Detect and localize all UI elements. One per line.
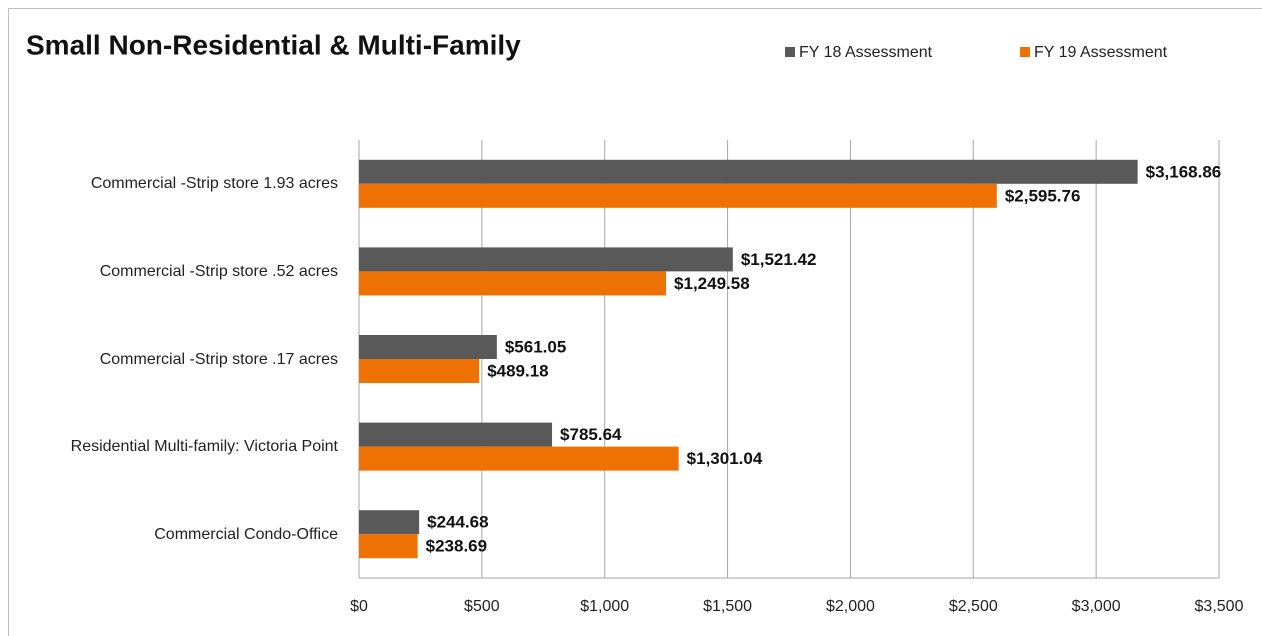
y-tick-label: Commercial -Strip store 1.93 acres bbox=[20, 144, 338, 224]
bar bbox=[359, 159, 1138, 184]
chart-title: Small Non-Residential & Multi-Family bbox=[26, 29, 521, 60]
data-label: $3,168.86 bbox=[1146, 162, 1222, 181]
y-tick-label: Commercial -Strip store .52 acres bbox=[20, 231, 338, 311]
bar bbox=[359, 446, 679, 471]
bar bbox=[359, 247, 733, 272]
y-tick-label: Commercial Condo-Office bbox=[20, 494, 338, 574]
x-tick-label: $2,000 bbox=[826, 598, 875, 615]
x-tick-label: $1,000 bbox=[580, 598, 629, 615]
y-tick-label: Residential Multi-family: Victoria Point bbox=[20, 407, 338, 487]
data-label: $1,301.04 bbox=[687, 449, 763, 468]
data-label: $561.05 bbox=[505, 337, 566, 356]
legend-label: FY 19 Assessment bbox=[1034, 44, 1168, 61]
bar bbox=[359, 335, 497, 359]
category-text: Commercial -Strip store .17 acres bbox=[99, 350, 338, 368]
legend-swatch bbox=[1020, 47, 1030, 57]
bar bbox=[359, 510, 420, 535]
category-text: Residential Multi-family: Victoria Point bbox=[70, 438, 338, 456]
chart-frame bbox=[8, 8, 1262, 636]
x-tick-label: $1,500 bbox=[703, 598, 752, 615]
bar bbox=[359, 422, 553, 447]
x-tick-label: $3,000 bbox=[1072, 598, 1121, 615]
bar bbox=[359, 534, 418, 559]
x-tick-label: $2,500 bbox=[949, 598, 998, 615]
category-text: Commercial Condo-Office bbox=[154, 525, 338, 543]
category-text: Commercial -Strip store .52 acres bbox=[99, 262, 338, 280]
category-text: Commercial -Strip store 1.93 acres bbox=[90, 175, 338, 193]
y-tick-label: Commercial -Strip store .17 acres bbox=[20, 319, 338, 399]
data-label: $1,249.58 bbox=[674, 274, 750, 293]
bar bbox=[359, 183, 997, 208]
x-tick-label: $0 bbox=[350, 598, 368, 615]
legend-label: FY 18 Assessment bbox=[799, 44, 933, 61]
data-label: $244.68 bbox=[427, 513, 488, 532]
data-label: $1,521.42 bbox=[741, 250, 817, 269]
x-tick-label: $500 bbox=[464, 598, 500, 615]
data-label: $238.69 bbox=[426, 537, 487, 556]
bar bbox=[359, 359, 480, 383]
x-tick-label: $3,500 bbox=[1195, 598, 1244, 615]
data-label: $489.18 bbox=[487, 361, 548, 380]
bar bbox=[359, 271, 667, 296]
data-label: $785.64 bbox=[560, 425, 622, 444]
legend-swatch bbox=[785, 47, 795, 57]
data-label: $2,595.76 bbox=[1005, 186, 1081, 205]
